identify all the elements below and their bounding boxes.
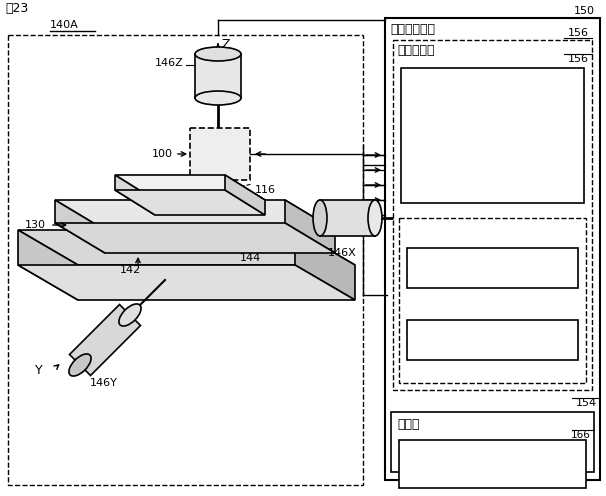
Text: 142: 142 xyxy=(120,265,141,275)
Polygon shape xyxy=(115,175,265,200)
Bar xyxy=(391,412,594,472)
Text: 表面形状データ: 表面形状データ xyxy=(463,457,521,471)
Ellipse shape xyxy=(368,200,382,236)
Polygon shape xyxy=(18,265,355,300)
Polygon shape xyxy=(18,230,355,265)
Bar xyxy=(399,218,586,383)
Bar xyxy=(399,440,586,488)
Polygon shape xyxy=(115,190,265,215)
Text: 116: 116 xyxy=(255,185,276,195)
Polygon shape xyxy=(18,230,78,300)
Polygon shape xyxy=(285,200,335,253)
Bar xyxy=(385,18,600,480)
Text: 146Y: 146Y xyxy=(90,378,118,388)
Text: プロセッサ: プロセッサ xyxy=(397,44,435,57)
Text: 158A: 158A xyxy=(556,232,583,242)
Text: Z: Z xyxy=(222,38,230,51)
Text: コンピュータ: コンピュータ xyxy=(390,23,435,36)
Text: 測定制御部: 測定制御部 xyxy=(469,127,515,142)
Text: データ処理部: データ処理部 xyxy=(405,223,447,236)
Ellipse shape xyxy=(69,354,91,376)
Text: X: X xyxy=(395,206,404,219)
Text: Y: Y xyxy=(35,364,42,376)
Text: 146X: 146X xyxy=(328,248,357,258)
Text: 140A: 140A xyxy=(50,20,79,30)
Bar xyxy=(320,200,375,236)
Text: 154: 154 xyxy=(576,398,597,408)
Text: 146Z: 146Z xyxy=(155,58,184,68)
Ellipse shape xyxy=(195,91,241,105)
Bar xyxy=(407,320,578,360)
Text: 156: 156 xyxy=(568,54,589,64)
Polygon shape xyxy=(55,223,335,253)
Bar xyxy=(195,54,241,98)
Text: 図23: 図23 xyxy=(5,2,28,15)
Polygon shape xyxy=(55,200,105,253)
Bar xyxy=(401,68,584,203)
Text: 移動平均処理部: 移動平均処理部 xyxy=(466,333,518,347)
Text: 156: 156 xyxy=(568,28,589,38)
Polygon shape xyxy=(70,305,141,375)
Text: 特徴区間抽出部: 特徴区間抽出部 xyxy=(466,261,518,274)
Ellipse shape xyxy=(195,47,241,61)
Text: 150: 150 xyxy=(574,6,595,16)
Polygon shape xyxy=(55,200,335,230)
Text: 160: 160 xyxy=(555,296,575,306)
Bar xyxy=(8,35,363,485)
Ellipse shape xyxy=(313,200,327,236)
Polygon shape xyxy=(295,230,355,300)
Bar xyxy=(407,248,578,288)
Ellipse shape xyxy=(119,304,141,326)
Polygon shape xyxy=(115,175,155,215)
Text: メモリ: メモリ xyxy=(397,418,419,431)
Polygon shape xyxy=(225,175,265,215)
Text: 130: 130 xyxy=(25,220,46,230)
Text: 163: 163 xyxy=(555,305,575,315)
Text: 144: 144 xyxy=(240,253,261,263)
Text: 166: 166 xyxy=(571,430,591,440)
Text: 100: 100 xyxy=(152,149,173,159)
Bar xyxy=(393,40,592,390)
Bar xyxy=(190,128,250,180)
